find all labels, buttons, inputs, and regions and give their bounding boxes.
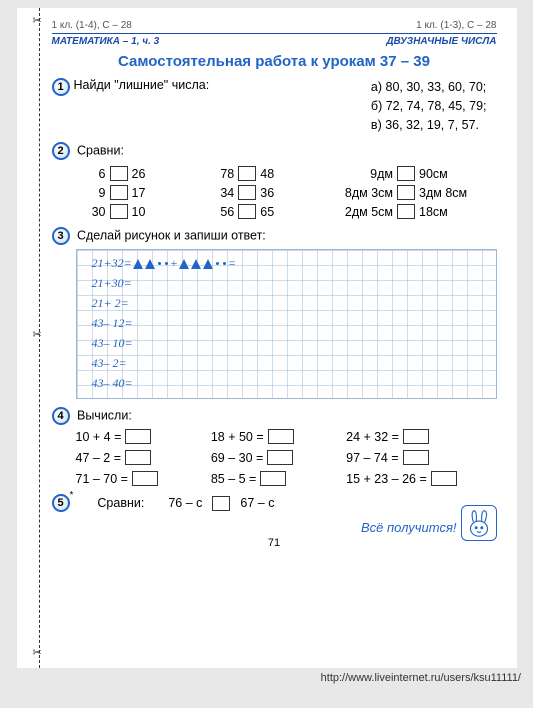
task-1-c: в) 36, 32, 19, 7, 57. <box>371 116 487 135</box>
compare-cell: 5665 <box>204 204 321 219</box>
scissors-icon: ✂ <box>33 328 42 341</box>
compare-box <box>238 185 256 200</box>
answer-box <box>431 471 457 486</box>
grid-workspace: 21+32= + = 21+30= 21+ 2= 43– 12= 43– 10= 43– … <box>76 249 497 399</box>
task-3: 3 Сделай рисунок и запиши ответ: 21+32= … <box>52 227 497 399</box>
star-marker: * <box>70 490 74 501</box>
task-5: 5 * Сравни: 76 – c 67 – c <box>52 494 497 512</box>
compare-cell: 9дм90см <box>333 166 496 181</box>
compare-cell: 3010 <box>76 204 193 219</box>
task-1-options: а) 80, 30, 33, 60, 70; б) 72, 74, 78, 45… <box>371 78 497 134</box>
worksheet-title: Самостоятельная работа к урокам 37 – 39 <box>52 53 497 70</box>
compare-grid: 626 7848 9дм90см 917 3436 8дм 3см3дм 8см 3… <box>76 166 497 219</box>
compare-cell: 3436 <box>204 185 321 200</box>
compare-box <box>397 204 415 219</box>
source-url: http://www.liveinternet.ru/users/ksu1111… <box>0 668 533 684</box>
compare-box <box>212 496 230 511</box>
compare-cell: 917 <box>76 185 193 200</box>
ref-right: 1 кл. (1-3), С – 28 <box>416 20 496 31</box>
answer-box <box>125 429 151 444</box>
compare-box <box>238 166 256 181</box>
task-5-label: Сравни: <box>97 496 144 510</box>
calc-item: 15 + 23 – 26 = <box>346 471 496 486</box>
task-1: 1 Найди "лишние" числа: а) 80, 30, 33, 6… <box>52 78 497 134</box>
task-4-label: Вычисли: <box>77 409 132 423</box>
calc-item: 47 – 2 = <box>76 450 201 465</box>
answer-box <box>125 450 151 465</box>
task-4: 4 Вычисли: 10 + 4 = 18 + 50 = 24 + 32 = 47 … <box>52 407 497 486</box>
task-1-a: а) 80, 30, 33, 60, 70; <box>371 78 487 97</box>
calc-item: 71 – 70 = <box>76 471 201 486</box>
calc-item: 97 – 74 = <box>346 450 496 465</box>
grid-equation: 21+ 2= <box>92 296 129 311</box>
topic-label: ДВУЗНАЧНЫЕ ЧИСЛА <box>386 36 496 47</box>
task-number-badge: 4 <box>52 407 70 425</box>
task-number-badge: 2 <box>52 142 70 160</box>
task-5-right: 67 – c <box>240 496 274 510</box>
compare-cell: 8дм 3см3дм 8см <box>333 185 496 200</box>
grid-equation: 43– 40= <box>92 376 133 391</box>
answer-box <box>132 471 158 486</box>
scissors-icon: ✂ <box>33 14 42 27</box>
compare-cell: 7848 <box>204 166 321 181</box>
task-number-badge: 3 <box>52 227 70 245</box>
calc-grid: 10 + 4 = 18 + 50 = 24 + 32 = 47 – 2 = 69 – 3… <box>76 429 497 486</box>
compare-box <box>238 204 256 219</box>
calc-item: 85 – 5 = <box>211 471 336 486</box>
task-1-label: Найди "лишние" числа: <box>74 78 210 92</box>
task-2: 2 Сравни: 626 7848 9дм90см 917 3436 8дм 3… <box>52 142 497 219</box>
task-number-badge: 5 <box>52 494 70 512</box>
compare-box <box>397 166 415 181</box>
compare-box <box>397 185 415 200</box>
page-number: 71 <box>52 537 497 549</box>
grid-equation: 43– 10= <box>92 336 133 351</box>
bunny-icon <box>461 505 497 541</box>
worksheet-page: ✂ ✂ ✂ 1 кл. (1-4), С – 28 1 кл. (1-3), С… <box>17 8 517 668</box>
calc-item: 24 + 32 = <box>346 429 496 444</box>
header-bar: МАТЕМАТИКА – 1, ч. 3 ДВУЗНАЧНЫЕ ЧИСЛА <box>52 33 497 47</box>
calc-item: 18 + 50 = <box>211 429 336 444</box>
grid-equation: 21+32= + = <box>92 256 236 271</box>
answer-box <box>403 429 429 444</box>
grid-equation: 43– 12= <box>92 316 133 331</box>
calc-item: 69 – 30 = <box>211 450 336 465</box>
task-number-badge: 1 <box>52 78 70 96</box>
grid-equation: 43– 2= <box>92 356 127 371</box>
task-3-label: Сделай рисунок и запиши ответ: <box>77 229 266 243</box>
answer-box <box>268 429 294 444</box>
answer-box <box>267 450 293 465</box>
calc-item: 10 + 4 = <box>76 429 201 444</box>
answer-box <box>260 471 286 486</box>
compare-box <box>110 166 128 181</box>
scissors-icon: ✂ <box>33 646 42 659</box>
compare-box <box>110 185 128 200</box>
top-references: 1 кл. (1-4), С – 28 1 кл. (1-3), С – 28 <box>52 20 497 31</box>
footer: Всё получится! <box>52 520 497 535</box>
ref-left: 1 кл. (1-4), С – 28 <box>52 20 132 31</box>
task-5-left: 76 – c <box>168 496 202 510</box>
compare-box <box>110 204 128 219</box>
compare-cell: 2дм 5см18см <box>333 204 496 219</box>
compare-cell: 626 <box>76 166 193 181</box>
grid-equation: 21+30= <box>92 276 132 291</box>
footer-text: Всё получится! <box>361 520 457 535</box>
answer-box <box>403 450 429 465</box>
task-1-b: б) 72, 74, 78, 45, 79; <box>371 97 487 116</box>
subject-label: МАТЕМАТИКА – 1, ч. 3 <box>52 36 160 47</box>
task-2-label: Сравни: <box>77 144 124 158</box>
